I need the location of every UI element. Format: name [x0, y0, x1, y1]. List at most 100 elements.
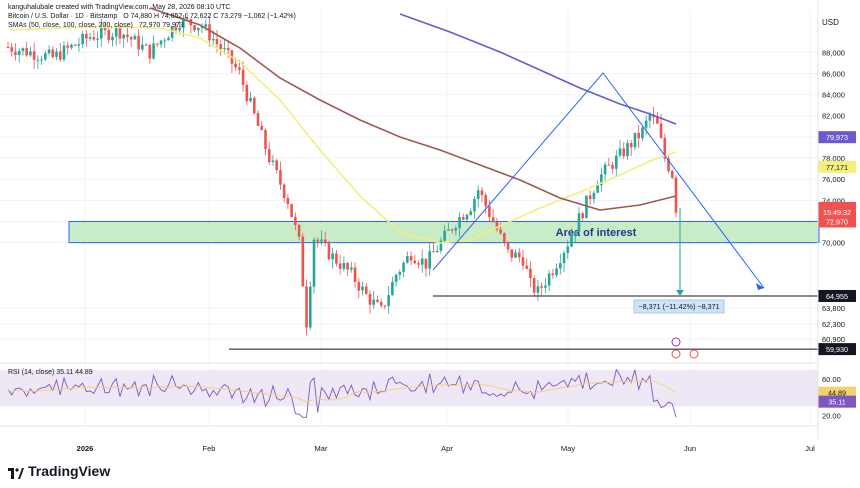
- candle-body: [21, 48, 25, 51]
- time-tick-label: Feb: [203, 444, 216, 453]
- candle-body: [6, 47, 10, 49]
- time-tick-label: 2026: [77, 444, 94, 453]
- candle-body: [51, 49, 55, 57]
- price-label-bg: [818, 131, 856, 144]
- candle-body: [503, 233, 506, 242]
- candle-body: [633, 132, 637, 148]
- creator-line: kanguhalubale created with TradingView.c…: [8, 4, 231, 11]
- candle-body: [394, 274, 398, 282]
- price-tick-label: 62,300: [822, 320, 845, 329]
- candle-body: [670, 171, 674, 178]
- candle-body: [357, 282, 361, 291]
- candle-body: [376, 299, 379, 303]
- candle-body: [566, 246, 570, 253]
- candle-body: [66, 45, 70, 48]
- candle-body: [338, 263, 342, 269]
- time-tick-label: May: [561, 444, 575, 453]
- sma-line[interactable]: SMAs (50, close, 100, close, 200, close): [8, 22, 133, 29]
- price-label-72,970: 72,970: [818, 215, 856, 228]
- candle-body: [88, 37, 92, 39]
- candle-body: [480, 190, 484, 196]
- candle-body: [219, 44, 223, 50]
- candle-body: [58, 51, 62, 60]
- candle-body: [510, 249, 514, 258]
- candle-body: [267, 149, 271, 162]
- price-tick-label: 88,000: [822, 48, 845, 57]
- tradingview-logo[interactable]: TradingView: [8, 463, 110, 479]
- candle-body: [253, 97, 256, 114]
- candle-body: [536, 286, 540, 293]
- moving-averages: [9, 7, 677, 244]
- price-axis[interactable]: 88,00086,00084,00082,00080,00078,00076,0…: [818, 48, 856, 356]
- candle-body: [126, 34, 129, 38]
- symbol-line[interactable]: Bitcoin / U.S. Dollar · 1D · Bitstamp: [8, 13, 118, 20]
- measure-arrow-head: [676, 289, 684, 296]
- candle-body: [118, 28, 122, 39]
- ohlc-line: O 74,880 H 74,852 L 72,622 C 73,279 −1,0…: [123, 13, 296, 20]
- candle-body: [450, 229, 454, 231]
- candle-body: [585, 195, 588, 219]
- candle-body: [540, 286, 543, 288]
- candle-body: [618, 148, 622, 156]
- candle-body: [443, 230, 446, 241]
- candle-body: [417, 263, 420, 265]
- candle-body: [499, 229, 502, 234]
- candle-body: [223, 48, 226, 50]
- candle-body: [626, 143, 629, 157]
- candle-body: [517, 252, 521, 258]
- candle-body: [301, 236, 305, 287]
- candle-body: [641, 127, 644, 139]
- candle-body: [506, 241, 510, 250]
- rsi-pane[interactable]: RSI (14, close) 35.11 44.89 60.00 20.00 44.…: [0, 362, 856, 420]
- candle-body: [99, 27, 103, 39]
- candle-body: [73, 44, 77, 46]
- candle-body: [573, 232, 577, 237]
- zone-label: Area of interest: [556, 227, 637, 239]
- candle-body: [387, 295, 390, 306]
- candle-body: [77, 44, 81, 46]
- time-axis[interactable]: 2026 Feb Mar Apr May Jun Jul: [0, 0, 819, 453]
- candle-body: [47, 49, 51, 54]
- price-label-text: 72,970: [826, 217, 848, 226]
- candle-body: [308, 286, 312, 328]
- candle-body: [592, 192, 596, 200]
- candle-body: [379, 302, 383, 306]
- candle-body: [275, 160, 278, 171]
- sma-100-line: [149, 7, 677, 211]
- candle-body: [316, 239, 320, 242]
- candle-body: [435, 250, 439, 253]
- candle-body: [234, 63, 237, 68]
- candle-body: [114, 28, 118, 37]
- candle-body: [144, 44, 148, 46]
- candle-body: [529, 268, 532, 279]
- candle-body: [331, 253, 334, 260]
- candle-body: [398, 271, 402, 275]
- time-tick-label: Jun: [684, 444, 696, 453]
- candle-body: [383, 305, 387, 307]
- candle-body: [439, 240, 443, 251]
- candle-body: [495, 222, 499, 230]
- candle-body: [40, 59, 43, 61]
- candle-body: [70, 44, 73, 48]
- price-label-79,973: 79,973: [818, 131, 856, 144]
- candle-body: [342, 263, 346, 269]
- triangle-arrow-head: [756, 283, 764, 290]
- candle-body: [551, 273, 555, 276]
- candle-body: [204, 24, 208, 27]
- price-label-15:49:32: 15:49:32: [818, 205, 856, 218]
- candle-body: [290, 204, 293, 217]
- candle-body: [279, 170, 282, 185]
- price-label-bg: [818, 215, 856, 228]
- price-tick-label: 76,000: [822, 175, 845, 184]
- candle-body: [428, 251, 431, 269]
- event-lightning-icon: [671, 337, 681, 347]
- rsi-ma-line: [7, 379, 677, 402]
- candle-body: [555, 268, 558, 276]
- candle-body: [476, 190, 480, 199]
- candle-body: [62, 45, 66, 60]
- candle-body: [29, 51, 32, 56]
- price-label-bg: [818, 205, 856, 218]
- price-tick-label: 82,000: [822, 112, 845, 121]
- candle-body: [547, 273, 551, 286]
